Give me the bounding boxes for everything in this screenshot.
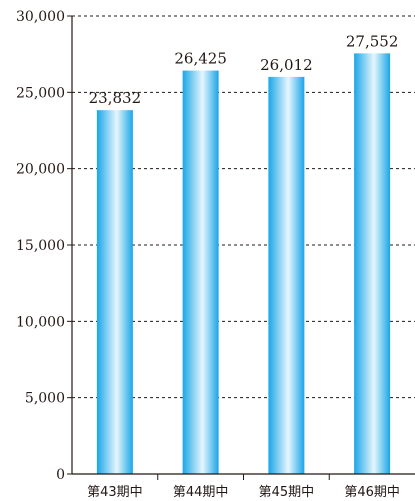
category-label: 第43期中 [87,485,143,500]
bar [182,70,219,474]
bar [268,76,305,474]
axes [67,15,415,480]
y-tick-label: 25,000 [16,85,65,101]
data-label: 26,012 [260,56,313,74]
data-label: 26,425 [174,50,227,68]
category-label: 第44期中 [173,485,229,500]
bar [96,110,133,475]
y-tick-label: 0 [56,467,65,483]
y-tick-labels: 0 5,000 10,000 15,000 20,000 25,000 30,000 [16,9,65,483]
data-label: 23,832 [89,89,142,107]
data-label: 27,552 [346,32,399,50]
y-tick-label: 30,000 [16,9,65,25]
y-tick-label: 15,000 [16,238,65,254]
bar [354,53,391,474]
category-labels: 第43期中 第44期中 第45期中 第46期中 [87,485,400,500]
y-tick-label: 10,000 [16,314,65,330]
data-labels: 23,832 26,425 26,012 27,552 [89,32,399,107]
category-label: 第45期中 [259,485,315,500]
y-tick-label: 5,000 [25,391,65,407]
bars [96,53,391,475]
category-label: 第46期中 [344,485,400,500]
y-tick-label: 20,000 [16,162,65,178]
